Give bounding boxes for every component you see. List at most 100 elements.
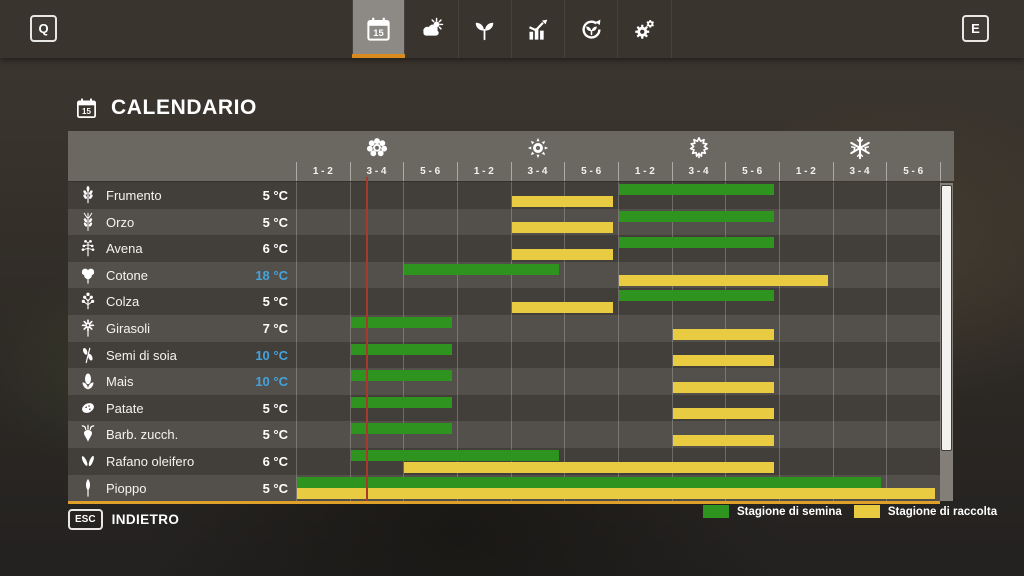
crop-row-colza[interactable]: Colza 5 °C bbox=[68, 288, 940, 315]
tab-weather[interactable] bbox=[405, 0, 459, 58]
period-label: 3 - 4 bbox=[688, 166, 709, 177]
germination-temperature: 5 °C bbox=[262, 214, 288, 230]
period-tick bbox=[886, 162, 888, 181]
period-label: 1 - 2 bbox=[634, 166, 655, 177]
tab-rotation[interactable] bbox=[565, 0, 619, 58]
sowing-season-bar bbox=[350, 396, 452, 408]
key-hint-q[interactable]: Q bbox=[30, 15, 57, 42]
oilseed-radish-icon bbox=[78, 451, 98, 471]
crop-name: Mais bbox=[106, 374, 134, 390]
period-label: 1 - 2 bbox=[473, 166, 494, 177]
crop-row-avena[interactable]: Avena 6 °C bbox=[68, 235, 940, 262]
top-menu-bar: Q E bbox=[0, 0, 1024, 58]
oat-icon bbox=[78, 238, 98, 258]
crop-name: Avena bbox=[106, 241, 143, 257]
tab-crops[interactable] bbox=[459, 0, 512, 58]
period-tick bbox=[457, 162, 458, 181]
germination-temperature: 7 °C bbox=[262, 321, 288, 336]
harvest-season-bar bbox=[672, 328, 775, 340]
sowing-legend-label: Stagione di semina bbox=[737, 505, 842, 518]
harvest-season-bar bbox=[619, 275, 828, 287]
period-label: 5 - 6 bbox=[903, 166, 924, 177]
calendar-season-header: 1 - 2 3 - 4 5 - 6 1 - 2 3 - 4 5 - 6 1 - 2 3 - 4… bbox=[68, 131, 954, 181]
snowflake-icon bbox=[847, 135, 873, 161]
crop-row-rafano-oleifero[interactable]: Rafano oleifero 6 °C bbox=[68, 448, 940, 475]
crop-row-patate[interactable]: Patate 5 °C bbox=[68, 394, 940, 422]
key-hint-e[interactable]: E bbox=[962, 15, 989, 42]
germination-temperature: 5 °C bbox=[262, 188, 288, 203]
back-button[interactable]: ESC INDIETRO bbox=[68, 509, 179, 530]
scrollbar-thumb[interactable] bbox=[941, 185, 952, 451]
period-tick bbox=[296, 162, 297, 181]
sowing-season-bar bbox=[619, 290, 775, 302]
menu-tabs bbox=[352, 0, 672, 58]
period-label: 1 - 2 bbox=[312, 166, 333, 177]
germination-temperature: 10 °C bbox=[255, 374, 288, 390]
harvest-season-bar bbox=[511, 248, 613, 260]
period-label: 5 - 6 bbox=[581, 166, 602, 177]
crop-name: Cotone bbox=[106, 267, 148, 283]
page-title: CALENDARIO bbox=[75, 96, 257, 120]
back-label: INDIETRO bbox=[111, 512, 180, 527]
season-primavera bbox=[364, 135, 390, 161]
period-tick bbox=[510, 162, 512, 181]
crop-row-mais[interactable]: Mais 10 °C bbox=[68, 368, 940, 395]
crop-name: Barb. zucch. bbox=[106, 427, 179, 443]
period-label: 5 - 6 bbox=[420, 166, 441, 177]
page-title-text: CALENDARIO bbox=[111, 96, 257, 119]
gears-icon bbox=[631, 16, 658, 43]
calendar-icon bbox=[75, 97, 98, 120]
harvest-legend-label: Stagione di raccolta bbox=[887, 505, 998, 518]
germination-temperature: 5 °C bbox=[262, 400, 288, 416]
crop-name: Rafano oleifero bbox=[106, 454, 195, 469]
crop-row-barb-zucch-[interactable]: Barb. zucch. 5 °C bbox=[68, 421, 940, 448]
crop-row-semi-di-soia[interactable]: Semi di soia 10 °C bbox=[68, 341, 940, 369]
vertical-scrollbar[interactable] bbox=[940, 183, 953, 501]
germination-temperature: 6 °C bbox=[262, 454, 288, 469]
germination-temperature: 5 °C bbox=[262, 480, 288, 496]
harvest-season-bar bbox=[672, 355, 775, 367]
flower-icon bbox=[364, 135, 390, 161]
germination-temperature: 10 °C bbox=[255, 347, 288, 363]
crop-row-girasoli[interactable]: Girasoli 7 °C bbox=[68, 315, 940, 342]
period-label: 5 - 6 bbox=[742, 166, 763, 177]
period-tick bbox=[349, 162, 351, 181]
harvest-season-bar bbox=[511, 302, 613, 313]
tab-calendar[interactable] bbox=[352, 0, 406, 58]
harvest-season-bar bbox=[672, 408, 775, 420]
crop-calendar-table: Frumento 5 °C Orzo 5 °C Avena 6 °C Cotone 18 °C… bbox=[68, 177, 942, 502]
tab-settings[interactable] bbox=[618, 0, 672, 58]
period-tick bbox=[618, 162, 620, 181]
season-estate bbox=[525, 135, 551, 161]
wheat-icon bbox=[78, 185, 98, 205]
crop-row-frumento[interactable]: Frumento 5 °C bbox=[68, 182, 940, 209]
germination-temperature: 18 °C bbox=[255, 267, 288, 283]
current-date-line bbox=[365, 177, 368, 502]
germination-temperature: 5 °C bbox=[262, 427, 288, 443]
sowing-season-bar bbox=[350, 423, 452, 435]
harvest-season-bar bbox=[297, 488, 936, 500]
sowing-season-bar bbox=[350, 317, 452, 328]
canola-icon bbox=[78, 291, 98, 311]
stats-icon bbox=[525, 16, 552, 43]
crop-name: Patate bbox=[106, 400, 144, 416]
period-label: 3 - 4 bbox=[849, 166, 870, 177]
calendar-icon bbox=[75, 97, 98, 120]
harvest-season-bar bbox=[511, 195, 613, 207]
sun-icon bbox=[525, 135, 551, 161]
legend-item-harvest: Stagione di raccolta bbox=[853, 505, 998, 518]
germination-temperature: 6 °C bbox=[262, 241, 288, 257]
crop-row-orzo[interactable]: Orzo 5 °C bbox=[68, 208, 940, 236]
germination-temperature: 5 °C bbox=[262, 294, 288, 310]
period-tick bbox=[779, 162, 781, 181]
sowing-season-bar bbox=[619, 210, 775, 222]
potato-icon bbox=[78, 398, 98, 418]
period-tick bbox=[832, 162, 834, 181]
period-label: 3 - 4 bbox=[366, 166, 387, 177]
period-label: 3 - 4 bbox=[527, 166, 548, 177]
tab-statistics[interactable] bbox=[512, 0, 566, 58]
poplar-icon bbox=[78, 478, 98, 498]
weather-icon bbox=[418, 16, 445, 43]
sowing-season-bar bbox=[350, 343, 452, 355]
